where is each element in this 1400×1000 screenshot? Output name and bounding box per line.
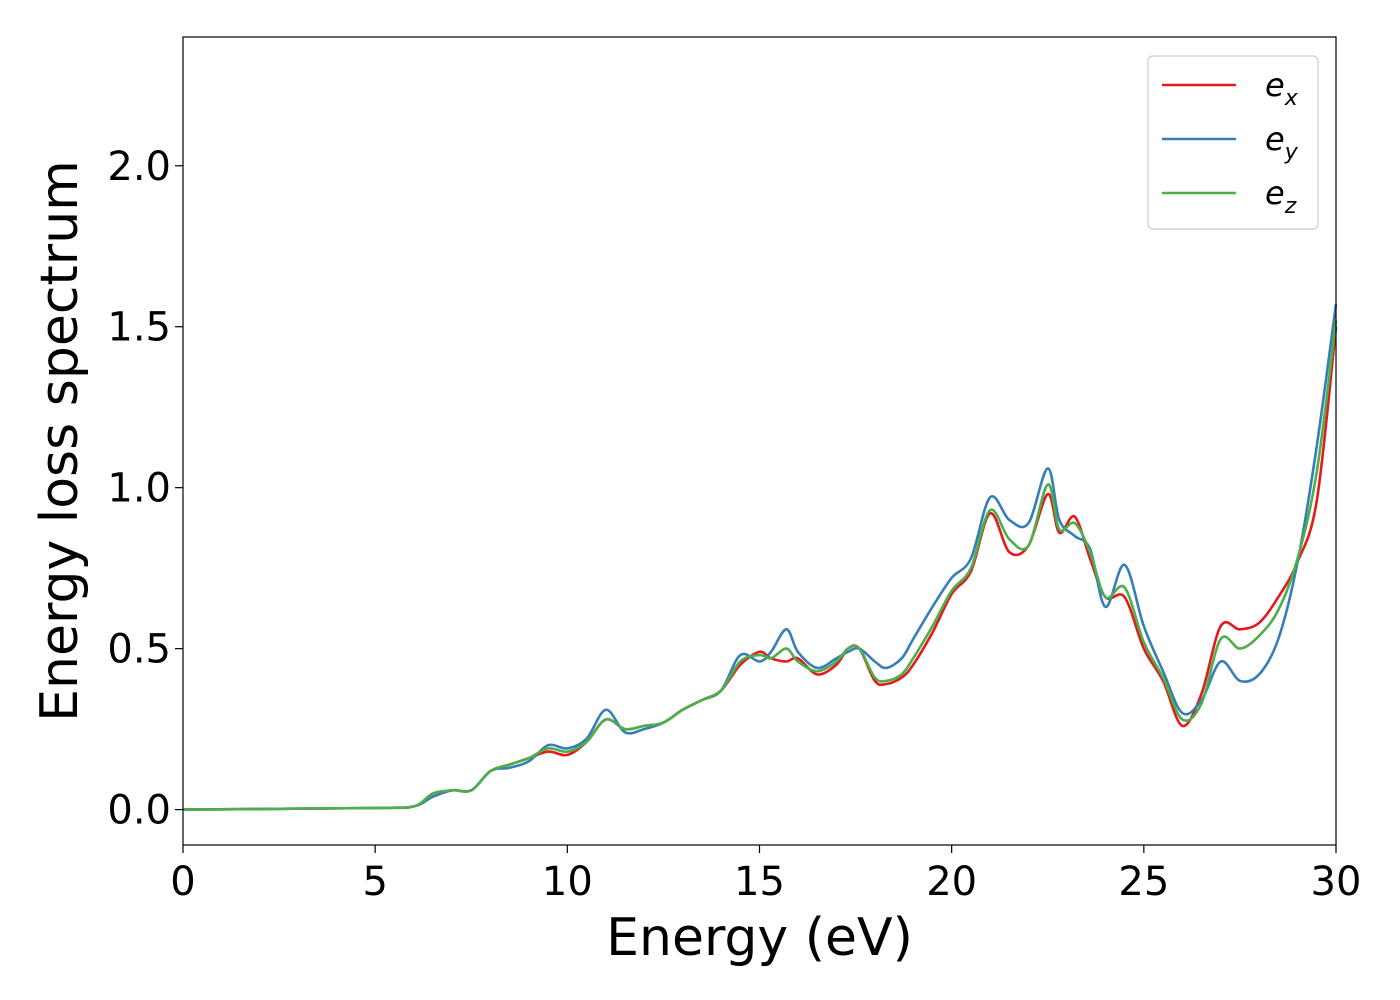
y-tick-label: 0.0 bbox=[107, 788, 171, 834]
y-tick-label: 1.0 bbox=[107, 466, 171, 512]
legend-label-z: ez bbox=[1265, 174, 1297, 219]
series-line-z bbox=[182, 320, 1338, 811]
x-axis: 0 5 10 15 20 25 30 bbox=[170, 845, 1361, 905]
x-tick-label: 0 bbox=[170, 859, 195, 905]
series-layer bbox=[182, 304, 1338, 811]
y-tick-label: 0.5 bbox=[107, 627, 171, 673]
x-tick-label: 5 bbox=[362, 859, 387, 905]
x-tick-label: 30 bbox=[1311, 859, 1362, 905]
y-tick-label: 2.0 bbox=[107, 144, 171, 190]
legend-box bbox=[1147, 55, 1319, 230]
legend: ex ey ez bbox=[1147, 55, 1319, 230]
x-tick-label: 20 bbox=[926, 859, 977, 905]
x-axis-title: Energy (eV) bbox=[606, 908, 913, 968]
y-axis: 0.0 0.5 1.0 1.5 2.0 bbox=[107, 144, 183, 834]
legend-label-x: ex bbox=[1265, 66, 1299, 111]
x-tick-label: 10 bbox=[542, 859, 593, 905]
x-tick-label: 25 bbox=[1118, 859, 1169, 905]
plot-background bbox=[183, 37, 1336, 845]
legend-label-y: ey bbox=[1265, 120, 1299, 165]
y-axis-title: Energy loss spectrum bbox=[30, 160, 90, 722]
y-tick-label: 1.5 bbox=[107, 305, 171, 351]
x-tick-label: 15 bbox=[734, 859, 785, 905]
